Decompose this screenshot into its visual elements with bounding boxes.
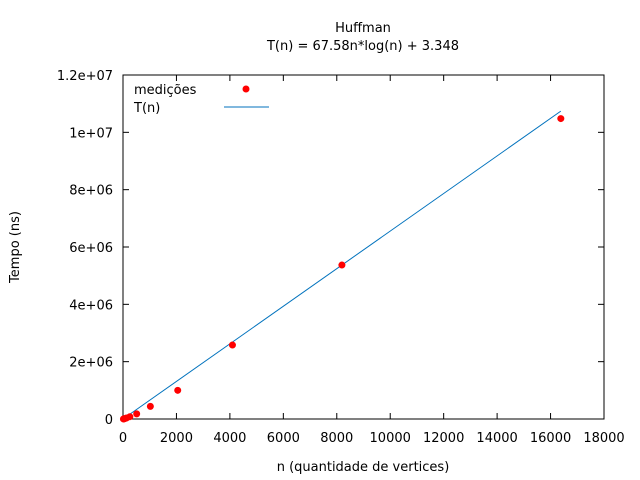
- legend-label-medicoes: medições: [134, 83, 197, 98]
- y-tick-label: 2e+06: [69, 356, 113, 371]
- x-tick-label: 6000: [267, 431, 300, 446]
- x-tick-label: 16000: [530, 431, 571, 446]
- x-tick-label: 8000: [320, 431, 353, 446]
- y-tick-label: 8e+06: [69, 184, 113, 199]
- y-tick-label: 0: [105, 413, 113, 428]
- axis-ticks: 0 2000 4000 6000 8000 10000 12000 14000 16000 180…: [57, 69, 625, 446]
- x-tick-label: 4000: [213, 431, 246, 446]
- data-point: [338, 261, 346, 269]
- legend-label-tn: T(n): [133, 101, 160, 116]
- data-point: [126, 413, 134, 421]
- x-tick-label: 10000: [370, 431, 411, 446]
- x-tick-label: 0: [119, 431, 127, 446]
- x-axis-label: n (quantidade de vertices): [277, 460, 450, 475]
- legend: medições T(n): [133, 83, 269, 116]
- y-axis-label: Tempo (ns): [8, 211, 23, 284]
- y-tick-label: 1.2e+07: [57, 69, 113, 84]
- x-tick-label: 12000: [423, 431, 464, 446]
- chart-title: Huffman: [335, 21, 391, 36]
- plot-area-border: [122, 74, 605, 420]
- data-point: [146, 402, 154, 410]
- y-tick-label: 1e+07: [69, 126, 113, 141]
- data-point: [228, 341, 236, 349]
- x-tick-label: 18000: [583, 431, 624, 446]
- series-layer: [119, 110, 565, 423]
- data-point: [133, 410, 141, 418]
- y-tick-label: 4e+06: [69, 298, 113, 313]
- legend-marker-medicoes: [242, 85, 250, 93]
- x-tick-label: 2000: [160, 431, 193, 446]
- data-point: [174, 386, 182, 394]
- x-tick-label: 14000: [476, 431, 517, 446]
- y-tick-label: 6e+06: [69, 241, 113, 256]
- chart-subtitle: T(n) = 67.58n*log(n) + 3.348: [266, 39, 459, 54]
- data-point: [557, 115, 565, 123]
